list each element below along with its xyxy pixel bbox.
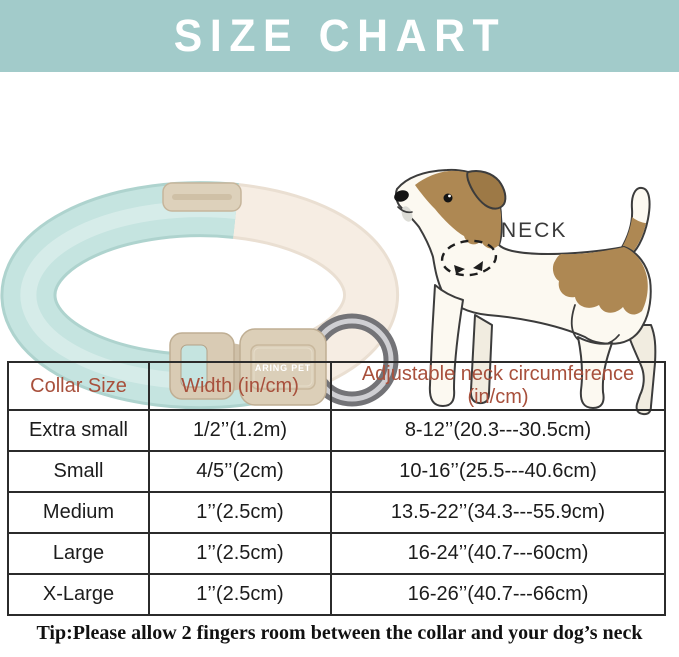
header-neck-circumference: Adjustable neck circumference (in/cm) xyxy=(330,361,666,411)
arrow-right-icon xyxy=(454,265,465,274)
dog-diagram: NECK xyxy=(394,168,657,416)
webbing-strap xyxy=(232,183,400,392)
cell-width: 1’’(2.5cm) xyxy=(148,573,332,616)
cell-neck: 8-12’’(20.3---30.5cm) xyxy=(330,409,666,452)
cell-neck: 16-24’’(40.7---60cm) xyxy=(330,532,666,575)
dog-illustration xyxy=(394,168,657,416)
cell-size: Medium xyxy=(7,491,150,534)
cell-neck: 10-16’’(25.5---40.6cm) xyxy=(330,450,666,493)
hero-section: ARING PET xyxy=(0,72,679,416)
fit-tip-text: Tip:Please allow 2 fingers room between … xyxy=(36,622,643,644)
cell-size: Small xyxy=(7,450,150,493)
cell-width: 4/5’’(2cm) xyxy=(148,450,332,493)
table-header-row: Collar Size Width (in/cm) Adjustable nec… xyxy=(7,361,666,411)
cell-neck: 16-26’’(40.7---66cm) xyxy=(330,573,666,616)
tri-glide-slide xyxy=(162,182,242,212)
cell-neck: 13.5-22’’(34.3---55.9cm) xyxy=(330,491,666,534)
cell-size: Extra small xyxy=(7,409,150,452)
dog-nose xyxy=(394,190,409,202)
size-chart-table: Collar Size Width (in/cm) Adjustable nec… xyxy=(7,361,666,616)
header-collar-size: Collar Size xyxy=(7,361,150,411)
dog-eye xyxy=(443,193,453,203)
cell-width: 1/2’’(1.2m) xyxy=(148,409,332,452)
neck-label: NECK xyxy=(501,219,567,242)
cell-width: 1’’(2.5cm) xyxy=(148,532,332,575)
page-title: SIZE CHART xyxy=(173,10,506,61)
cell-width: 1’’(2.5cm) xyxy=(148,491,332,534)
table-row: Medium 1’’(2.5cm) 13.5-22’’(34.3---55.9c… xyxy=(7,491,666,534)
table-row: Large 1’’(2.5cm) 16-24’’(40.7---60cm) xyxy=(7,532,666,575)
title-banner: SIZE CHART xyxy=(0,0,679,72)
arrow-down-left-icon xyxy=(473,261,483,271)
table-row: Extra small 1/2’’(1.2m) 8-12’’(20.3---30… xyxy=(7,409,666,452)
table-row: Small 4/5’’(2cm) 10-16’’(25.5---40.6cm) xyxy=(7,450,666,493)
table-row: X-Large 1’’(2.5cm) 16-26’’(40.7---66cm) xyxy=(7,573,666,616)
cell-size: X-Large xyxy=(7,573,150,616)
cell-size: Large xyxy=(7,532,150,575)
neck-measure-circle xyxy=(440,239,498,277)
header-width: Width (in/cm) xyxy=(148,361,332,411)
